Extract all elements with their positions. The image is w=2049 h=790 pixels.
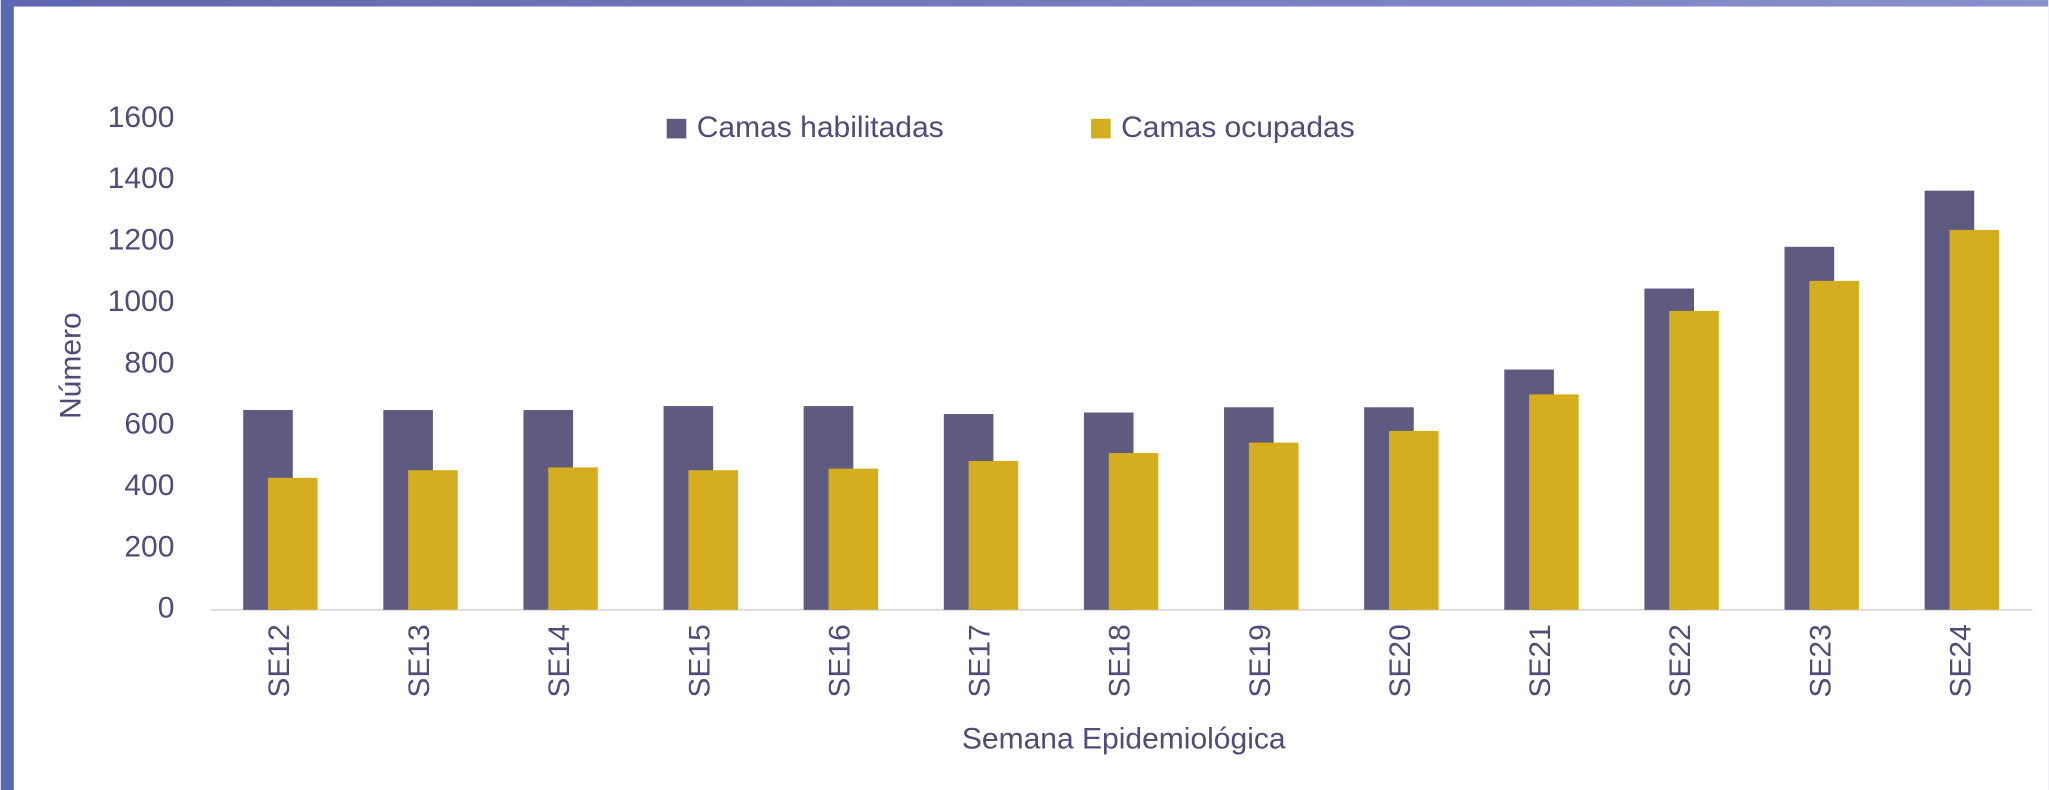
y-tick-label: 800: [124, 346, 174, 379]
panel: [13, 6, 2049, 790]
x-tick-label: SE24: [1944, 624, 1977, 697]
y-tick-label: 1000: [108, 285, 175, 318]
y-tick-label: 1400: [108, 162, 175, 195]
x-axis-title: Semana Epidemiológica: [962, 722, 1286, 755]
bar: [1669, 310, 1719, 610]
y-tick-label: 400: [124, 469, 174, 502]
y-tick-label: 0: [158, 592, 175, 625]
x-tick-label: SE19: [1244, 624, 1277, 697]
bar: [1248, 442, 1299, 610]
y-tick-label: 600: [124, 408, 174, 441]
bar: [1949, 229, 2000, 610]
y-tick-label: 1200: [108, 224, 175, 257]
legend-swatch: [1091, 118, 1111, 139]
x-tick-label: SE21: [1524, 624, 1557, 697]
x-tick-label: SE22: [1664, 624, 1697, 697]
x-tick-label: SE23: [1804, 624, 1837, 697]
x-tick-label: SE15: [683, 624, 716, 697]
bar: [1529, 394, 1579, 610]
bar: [688, 470, 738, 610]
bar: [548, 467, 598, 610]
x-tick-label: SE14: [543, 624, 576, 697]
legend-label: Camas habilitadas: [697, 111, 944, 144]
bar: [408, 470, 458, 610]
legend-label: Camas ocupadas: [1121, 111, 1355, 144]
bar: [828, 468, 879, 610]
bar: [1809, 280, 1859, 610]
legend-swatch: [666, 118, 687, 139]
y-tick-label: 1600: [108, 101, 175, 134]
x-tick-label: SE12: [263, 624, 296, 697]
y-tick-label: 200: [124, 530, 174, 563]
bar: [1388, 430, 1439, 610]
y-axis-title: Número: [55, 312, 88, 419]
x-tick-label: SE20: [1384, 624, 1417, 697]
x-tick-label: SE13: [403, 624, 436, 697]
bar: [968, 460, 1019, 610]
x-tick-label: SE18: [1104, 624, 1137, 697]
bar: [267, 477, 318, 610]
x-tick-label: SE16: [823, 624, 856, 697]
x-tick-label: SE17: [964, 624, 997, 697]
bar: [1108, 452, 1159, 610]
